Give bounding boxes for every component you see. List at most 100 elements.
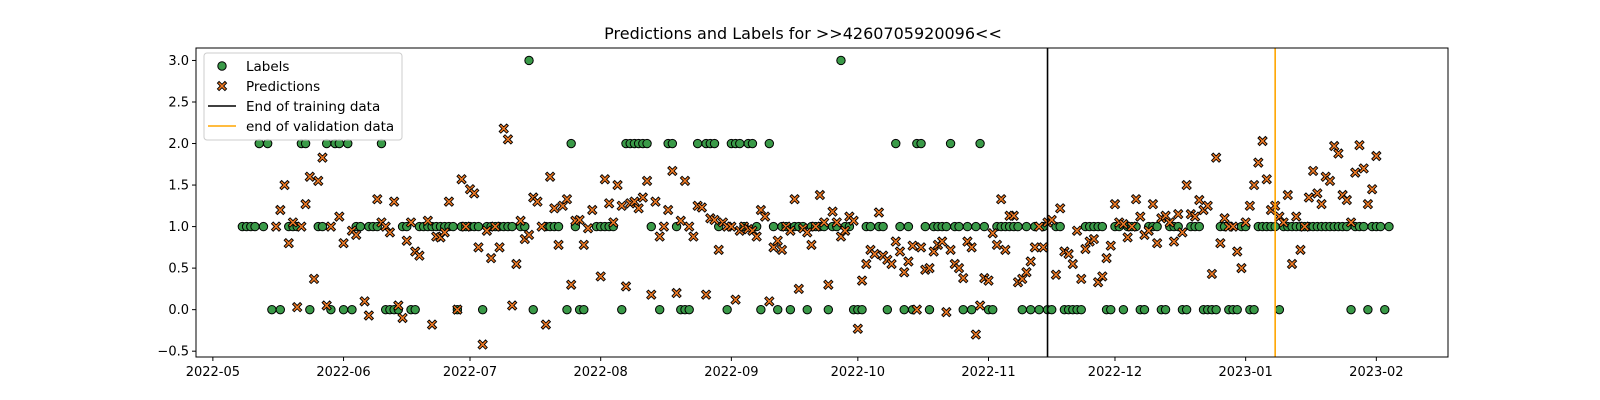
label-point — [579, 304, 589, 315]
prediction-point — [426, 319, 438, 330]
label-point — [1017, 304, 1027, 315]
prediction-point — [1135, 211, 1146, 222]
prediction-point — [612, 179, 623, 191]
label-point — [1232, 304, 1242, 315]
prediction-point — [641, 175, 653, 187]
prediction-point — [654, 231, 665, 242]
x-tick-label: 2023-01 — [1218, 365, 1272, 380]
prediction-point — [532, 196, 543, 207]
prediction-point — [460, 221, 472, 232]
y-tick-label: 1.5 — [168, 179, 189, 194]
prediction-point — [1097, 271, 1108, 282]
label-point — [899, 304, 909, 315]
prediction-point — [1231, 246, 1243, 257]
prediction-point — [1147, 198, 1159, 210]
prediction-point — [1354, 139, 1365, 151]
prediction-point — [806, 239, 817, 251]
prediction-point — [1118, 218, 1129, 230]
label-point — [773, 304, 783, 315]
prediction-point — [1333, 148, 1344, 159]
prediction-point — [468, 188, 480, 199]
prediction-point — [1366, 183, 1378, 195]
x-tick-label: 2022-06 — [316, 365, 370, 380]
prediction-point — [1025, 256, 1036, 267]
prediction-point — [1038, 242, 1049, 253]
prediction-point — [839, 225, 851, 236]
prediction-point — [595, 271, 606, 282]
prediction-point — [683, 221, 695, 232]
prediction-point — [1000, 244, 1011, 256]
prediction-point — [587, 204, 598, 216]
prediction-point — [620, 281, 632, 292]
prediction-point — [270, 221, 282, 232]
prediction-point — [861, 258, 872, 270]
label-point — [764, 138, 775, 149]
prediction-point — [1151, 237, 1163, 249]
label-point — [747, 138, 758, 149]
prediction-point — [308, 273, 320, 285]
label-point — [941, 221, 952, 232]
prediction-point — [785, 225, 796, 236]
label-point — [553, 221, 564, 232]
prediction-point — [1050, 269, 1062, 281]
prediction-point — [650, 196, 661, 207]
label-point — [410, 304, 420, 315]
label-point — [262, 138, 273, 149]
prediction-point — [890, 236, 902, 247]
prediction-point — [1316, 198, 1327, 210]
prediction-point — [506, 300, 518, 311]
prediction-point — [688, 231, 699, 242]
legend-box — [203, 52, 403, 141]
label-point — [376, 138, 387, 149]
label-point — [275, 304, 286, 315]
prediction-point — [511, 258, 522, 270]
prediction-point — [1202, 200, 1213, 212]
prediction-point — [848, 215, 859, 227]
label-point — [1025, 304, 1036, 315]
prediction-point — [1194, 194, 1205, 206]
prediction-point — [304, 171, 316, 182]
prediction-point — [536, 221, 547, 232]
label-point — [920, 221, 930, 232]
prediction-point — [924, 262, 935, 274]
prediction-point — [1324, 175, 1336, 187]
label-point — [684, 304, 694, 315]
label-point — [785, 304, 796, 315]
prediction-point — [1312, 188, 1323, 199]
prediction-point — [633, 203, 644, 214]
prediction-point — [443, 196, 455, 207]
label-point — [756, 304, 766, 315]
prediction-point — [852, 323, 864, 334]
prediction-point — [1189, 211, 1201, 222]
label-point — [254, 138, 264, 149]
label-point — [1021, 221, 1032, 232]
prediction-point — [957, 272, 969, 284]
y-tick-label: 3.0 — [168, 54, 189, 69]
legend-label: Labels — [246, 59, 289, 75]
prediction-point — [1291, 211, 1302, 222]
prediction-point — [1236, 262, 1247, 274]
label-point — [473, 221, 484, 232]
prediction-point — [637, 192, 649, 203]
prediction-point — [574, 214, 585, 226]
label-point — [347, 304, 357, 315]
prediction-point — [915, 242, 927, 253]
prediction-point — [827, 206, 838, 217]
prediction-point — [405, 217, 417, 228]
prediction-point — [709, 214, 720, 226]
prediction-point — [439, 227, 450, 238]
label-point — [355, 221, 366, 232]
prediction-point — [313, 175, 324, 187]
label-point — [1152, 221, 1162, 232]
prediction-point — [490, 221, 501, 232]
label-point — [802, 304, 812, 315]
prediction-point — [1029, 242, 1041, 253]
prediction-point — [608, 217, 619, 228]
prediction-point — [966, 242, 977, 253]
prediction-point — [296, 221, 307, 232]
prediction-point — [325, 221, 337, 232]
prediction-point — [898, 267, 910, 278]
label-point — [528, 304, 538, 315]
prediction-point — [1063, 248, 1074, 260]
prediction-point — [995, 193, 1007, 205]
